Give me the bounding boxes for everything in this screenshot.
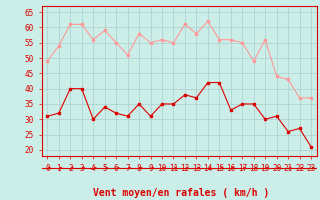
Text: Vent moyen/en rafales ( km/h ): Vent moyen/en rafales ( km/h ) [93, 188, 269, 198]
